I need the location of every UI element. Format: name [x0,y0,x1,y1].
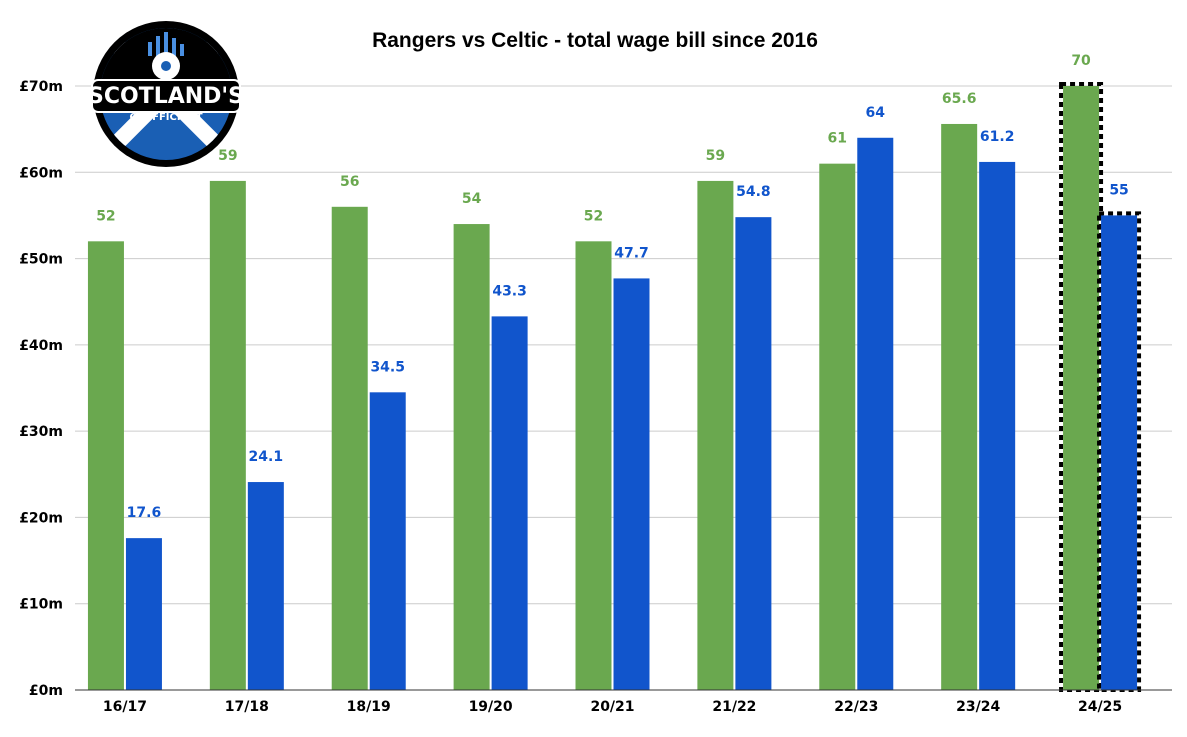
bar [1101,215,1138,690]
data-label: 61.2 [980,129,1015,145]
bar [819,163,856,690]
football-icon [152,52,180,80]
logo: SCOTLAND'S COEFFICIENT [88,21,244,167]
bar [941,123,978,691]
x-tick-label: 22/23 [834,699,878,715]
x-tick-label: 21/22 [712,699,756,715]
bars [87,82,1142,693]
bar [575,241,612,691]
data-label: 70 [1071,53,1091,69]
bar [453,224,490,691]
x-tick-label: 19/20 [469,699,513,715]
y-axis-ticks: £0m £10m £20m £30m £40m £50m £60m £70m [19,79,63,699]
data-labels: 52 17.6 59 24.1 56 34.5 54 43.3 52 47.7 59 54.8 61 64… [96,53,1129,521]
data-label: 54.8 [736,184,771,200]
y-tick-label: £50m [19,252,63,268]
data-label: 59 [218,148,237,164]
bar [979,161,1016,691]
x-tick-label: 16/17 [103,699,147,715]
bar [125,538,162,690]
y-tick-label: £10m [19,597,63,613]
bar [331,206,368,691]
bar [735,217,772,690]
chart-bars-icon [148,32,184,56]
x-tick-label: 17/18 [225,699,269,715]
data-label: 43.3 [492,283,527,299]
logo-text-sub: COEFFICIENT [129,112,202,123]
bar [697,180,734,690]
data-label: 65.6 [942,91,977,107]
data-label: 52 [96,208,115,224]
data-label: 64 [866,105,886,121]
data-label: 52 [584,208,603,224]
bar [613,278,650,690]
bar [209,180,246,690]
y-tick-label: £0m [29,683,63,699]
data-label: 61 [828,131,847,147]
bar [491,316,528,690]
x-tick-label: 20/21 [590,699,634,715]
bar [857,137,894,690]
y-tick-label: £20m [19,510,63,526]
x-tick-label: 23/24 [956,699,1000,715]
data-label: 17.6 [127,505,162,521]
y-tick-label: £40m [19,338,63,354]
chart-title: Rangers vs Celtic - total wage bill sinc… [372,29,818,52]
data-label: 55 [1109,182,1128,198]
bar [87,241,124,691]
data-label: 47.7 [614,245,649,261]
data-label: 34.5 [370,359,405,375]
data-label: 54 [462,191,482,207]
bar [247,482,284,690]
y-tick-label: £30m [19,424,63,440]
y-tick-label: £70m [19,79,63,95]
data-label: 24.1 [249,449,284,465]
x-tick-label: 18/19 [347,699,391,715]
data-label: 56 [340,174,359,190]
bar [1063,86,1100,690]
data-label: 59 [706,148,725,164]
highlight-outline [1097,211,1142,693]
x-axis-ticks: 16/17 17/18 18/19 19/20 20/21 21/22 22/23 23/24… [103,699,1122,715]
logo-text-main: SCOTLAND'S [88,84,244,109]
bar [369,392,406,690]
logo-banner [91,79,241,113]
x-tick-label: 24/25 [1078,699,1122,715]
y-tick-label: £60m [19,165,63,181]
